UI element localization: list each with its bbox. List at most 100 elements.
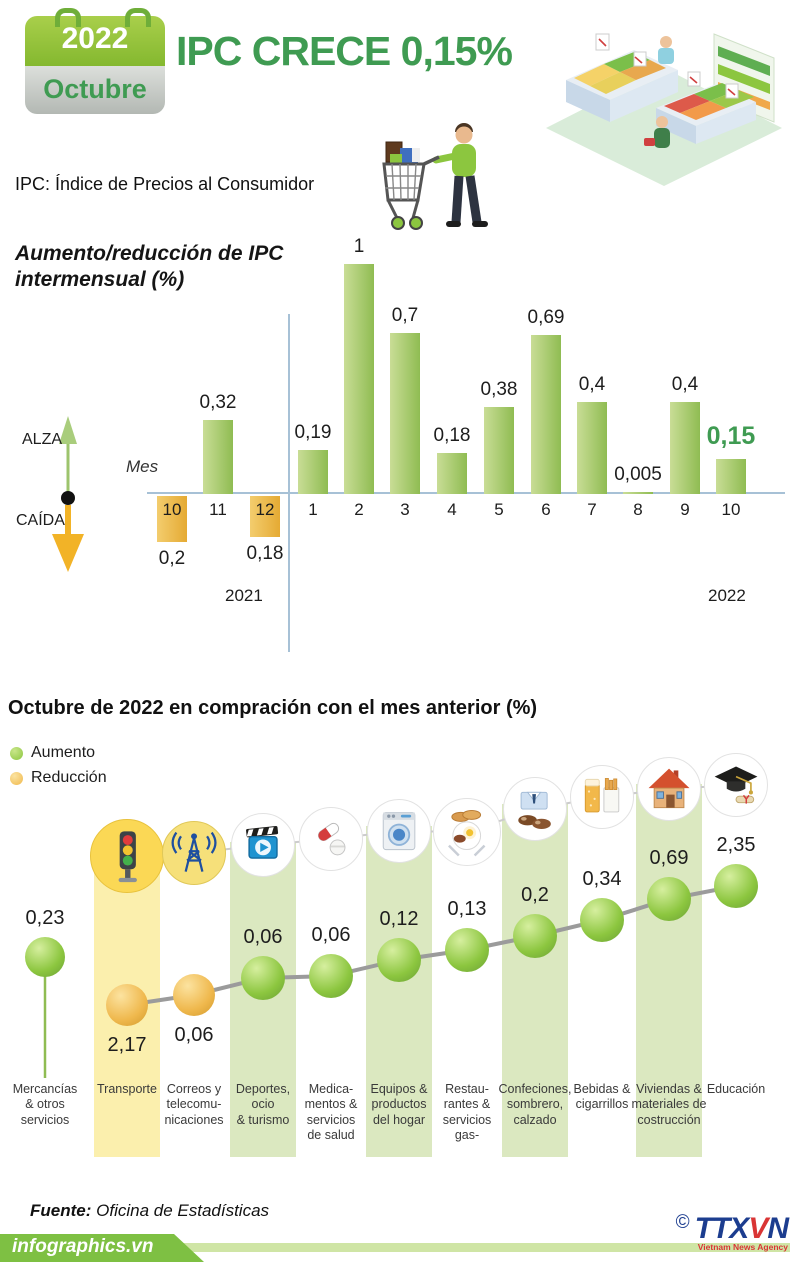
category-label-equipos: Equipos & productos del hogar [370, 1082, 428, 1127]
bar-value-label: 0,4 [671, 374, 699, 395]
category-ball-medicamentos [309, 954, 353, 998]
category-ball-equipos [377, 938, 421, 982]
reduccion-label: Reducción [31, 769, 107, 786]
bar-month-label: 1 [308, 500, 318, 519]
caida-label: CAÍDA [16, 512, 65, 529]
house-icon [637, 757, 701, 821]
bar-month-label: 5 [494, 500, 504, 519]
calendar-month: Octubre [43, 74, 147, 104]
bar-value-label: 1 [353, 236, 365, 257]
page-title: IPC CRECE 0,15% [176, 28, 513, 74]
source-value: Oficina de Estadísticas [96, 1201, 270, 1220]
category-label-restaurantes: Restau- rantes & servicios gas- [442, 1082, 492, 1142]
category-band-viviendas [636, 784, 702, 1157]
category-ball-correos [173, 974, 215, 1016]
alza-label: ALZA [22, 431, 63, 448]
source-label: Fuente: [30, 1201, 92, 1220]
bar-month-10 [716, 459, 746, 494]
category-band-confecciones [502, 804, 568, 1157]
category-value-restaurantes: 0,13 [447, 898, 487, 920]
legend-aumento: Aumento [10, 744, 95, 762]
bar-month-4 [437, 453, 467, 494]
category-value-medicamentos: 0,06 [311, 924, 351, 946]
category-value-viviendas: 0,69 [649, 847, 689, 869]
bar-value-label: 0,38 [480, 379, 518, 400]
year-2022-label: 2022 [708, 586, 746, 605]
category-value-bebidas: 0,34 [582, 868, 622, 890]
category-label-viviendas: Viviendas & materiales de costrucción [631, 1082, 707, 1127]
year-2021-label: 2021 [225, 586, 263, 605]
category-value-transporte: 2,17 [107, 1034, 147, 1056]
category-ball-bebidas [580, 898, 624, 942]
bar-month-label: 6 [541, 500, 551, 519]
bar-value-label: 0,19 [294, 422, 332, 443]
bar-month-5 [484, 407, 514, 494]
source-line: Fuente: Oficina de Estadísticas [30, 1201, 269, 1221]
category-value-equipos: 0,12 [379, 908, 419, 930]
category-label-correos: Correos y telecomu- nicaciones [164, 1082, 224, 1127]
bar-month-8 [623, 492, 653, 494]
supermarket-illustration [546, 33, 782, 186]
bar-value-label: 0,4 [578, 374, 606, 395]
bar-value-label: 0,18 [433, 425, 471, 446]
washing-machine-icon [367, 799, 431, 863]
category-ball-confecciones [513, 914, 557, 958]
traffic-light-icon [90, 819, 164, 893]
year-divider-line [288, 314, 290, 652]
x-axis-label: Mes [126, 457, 159, 476]
bar-month-label: 3 [400, 500, 410, 519]
cinema-icon [231, 813, 295, 877]
category-label-mercancias: Mercancías & otros servicios [12, 1082, 78, 1127]
legend-reduccion: Reducción [10, 769, 107, 787]
bar-chart-title-line1: Aumento/reducción de IPC [15, 242, 284, 265]
bar-month-label: 8 [633, 500, 643, 519]
bar-month-label: 9 [680, 500, 690, 519]
antenna-icon [162, 821, 226, 885]
bar-value-label: 0,7 [391, 305, 419, 326]
bar-month-7 [577, 402, 607, 494]
agency-name-ttx: TTX [694, 1212, 750, 1245]
bar-month-9 [670, 402, 700, 494]
aumento-label: Aumento [31, 744, 96, 761]
category-label-bebidas: Bebidas & cigarrillos [573, 1082, 631, 1112]
category-ball-viviendas [647, 877, 691, 921]
footer-ribbon [0, 1234, 790, 1262]
medicine-icon [299, 807, 363, 871]
category-value-confecciones: 0,2 [521, 884, 549, 906]
category-label-deportes: Deportes, ocio & turismo [235, 1082, 291, 1127]
bar-month-label: 7 [587, 500, 597, 519]
bar-month-11 [203, 420, 233, 494]
clothing-icon [503, 777, 567, 841]
bar-month-6 [531, 335, 561, 494]
bar-chart-title: Aumento/reducción de IPC intermensual (%… [15, 241, 283, 294]
agency-name-v: V [748, 1212, 768, 1245]
bar-month-label: 10 [162, 500, 182, 519]
copyright-icon: © [675, 1212, 690, 1233]
bar-month-label: 10 [721, 500, 741, 519]
bar-value-label: 0,32 [199, 392, 237, 413]
category-label-transporte: Transporte [97, 1082, 157, 1096]
ipc-definition: IPC: Índice de Precios al Consumidor [15, 174, 315, 194]
category-value-mercancias: 0,23 [25, 907, 65, 929]
bar-month-1 [298, 450, 328, 494]
agency-logo: © TTXVN Vietnam News Agency [638, 1212, 789, 1252]
bar-value-label: 0,18 [246, 543, 284, 564]
bar-value-label: 0,15 [706, 422, 756, 450]
bar-month-12 [250, 496, 280, 537]
calendar-body [25, 66, 165, 114]
bar-value-label: 0,005 [614, 464, 662, 485]
bar-month-label: 11 [209, 500, 227, 519]
bar-chart-title-line2: intermensual (%) [15, 268, 185, 292]
bar-month-label: 2 [354, 500, 364, 519]
aumento-dot-icon [10, 746, 23, 760]
shopper-cart-illustration [382, 123, 488, 230]
category-ball-mercancias [25, 937, 65, 977]
category-label-medicamentos: Medica- mentos & servicios de salud [304, 1082, 358, 1142]
brand-infographics: infographics.vn [12, 1236, 154, 1257]
reduccion-dot-icon [10, 771, 23, 785]
calendar-ring-icon [55, 8, 81, 27]
category-band-equipos [366, 826, 432, 1157]
category-label-educacion: Educación [706, 1082, 766, 1096]
bar-month-label: 12 [255, 500, 275, 519]
